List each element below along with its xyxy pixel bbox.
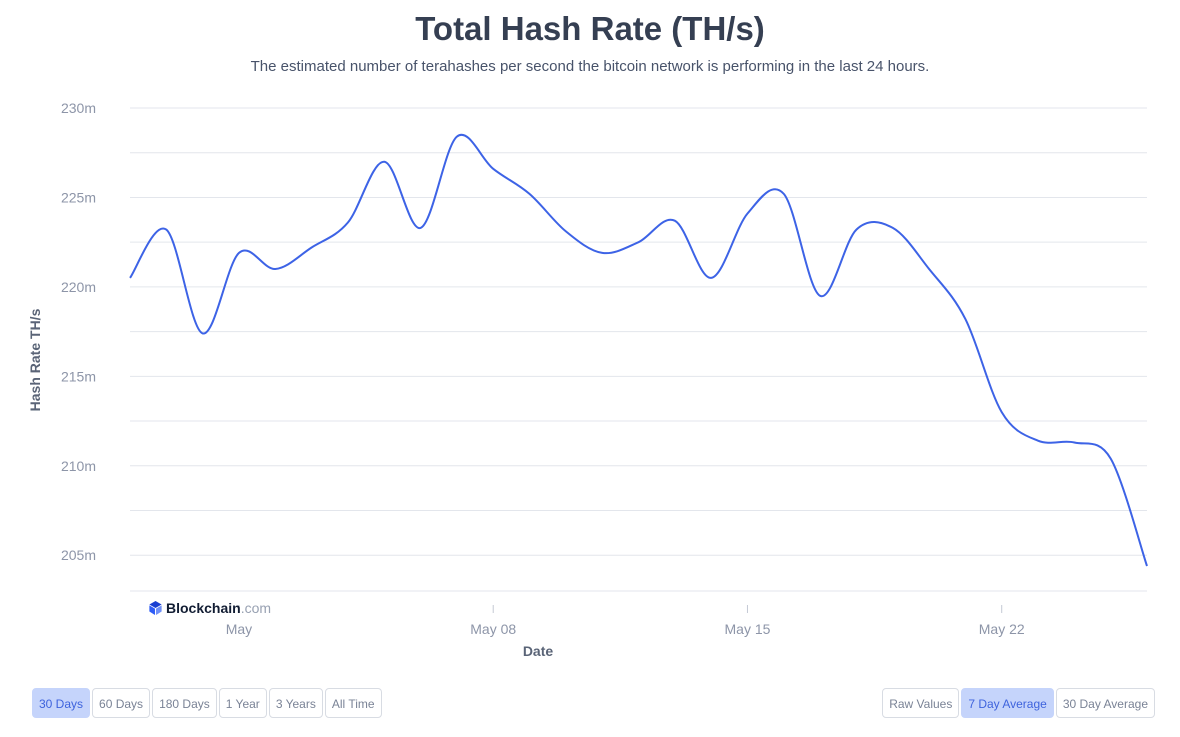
chart-title: Total Hash Rate (TH/s) bbox=[415, 10, 765, 47]
y-tick-label: 205m bbox=[61, 547, 96, 563]
y-axis-ticks: 205m 210m 215m 220m 225m 230m bbox=[61, 100, 96, 563]
grid-lines bbox=[130, 107, 1147, 592]
x-tick-label: May bbox=[226, 621, 252, 637]
y-axis-title: Hash Rate TH/s bbox=[27, 308, 43, 411]
y-tick-label: 230m bbox=[61, 100, 96, 116]
timespan-1-year-button[interactable]: 1 Year bbox=[218, 688, 267, 718]
y-tick-label: 220m bbox=[61, 279, 96, 295]
average-button-group: Raw Values 7 Day Average 30 Day Average bbox=[882, 688, 1155, 718]
x-axis-ticks: May May 08 May 15 May 22 bbox=[226, 605, 1025, 637]
timespan-60-days-button[interactable]: 60 Days bbox=[92, 688, 151, 718]
timespan-all-time-button[interactable]: All Time bbox=[324, 688, 382, 718]
timespan-3-years-button[interactable]: 3 Years bbox=[268, 688, 323, 718]
hash-rate-chart: 205m 210m 215m 220m 225m 230m May May 08 May 15… bbox=[27, 100, 1148, 659]
blockchain-watermark: Blockchain .com bbox=[148, 600, 271, 616]
y-tick-label: 210m bbox=[61, 458, 96, 474]
y-tick-label: 215m bbox=[61, 368, 96, 384]
timespan-30-days-button[interactable]: 30 Days bbox=[32, 688, 91, 718]
watermark-brand: Blockchain bbox=[166, 600, 241, 616]
chart-subtitle: The estimated number of terahashes per s… bbox=[250, 58, 930, 75]
timespan-button-group: 30 Days 60 Days 180 Days 1 Year 3 Years All T… bbox=[32, 688, 382, 718]
watermark-domain: .com bbox=[240, 600, 272, 616]
blockchain-logo-icon bbox=[149, 601, 162, 615]
x-tick-label: May 08 bbox=[470, 621, 516, 637]
x-tick-label: May 15 bbox=[725, 621, 771, 637]
timespan-180-days-button[interactable]: 180 Days bbox=[152, 688, 217, 718]
average-30-day-average-button[interactable]: 30 Day Average bbox=[1055, 688, 1155, 718]
average-7-day-average-button[interactable]: 7 Day Average bbox=[961, 688, 1054, 718]
hash-rate-line bbox=[129, 133, 1148, 567]
x-axis-title: Date bbox=[523, 643, 554, 659]
x-tick-label: May 22 bbox=[979, 621, 1025, 637]
average-raw-values-button[interactable]: Raw Values bbox=[882, 688, 960, 718]
y-tick-label: 225m bbox=[61, 189, 96, 205]
